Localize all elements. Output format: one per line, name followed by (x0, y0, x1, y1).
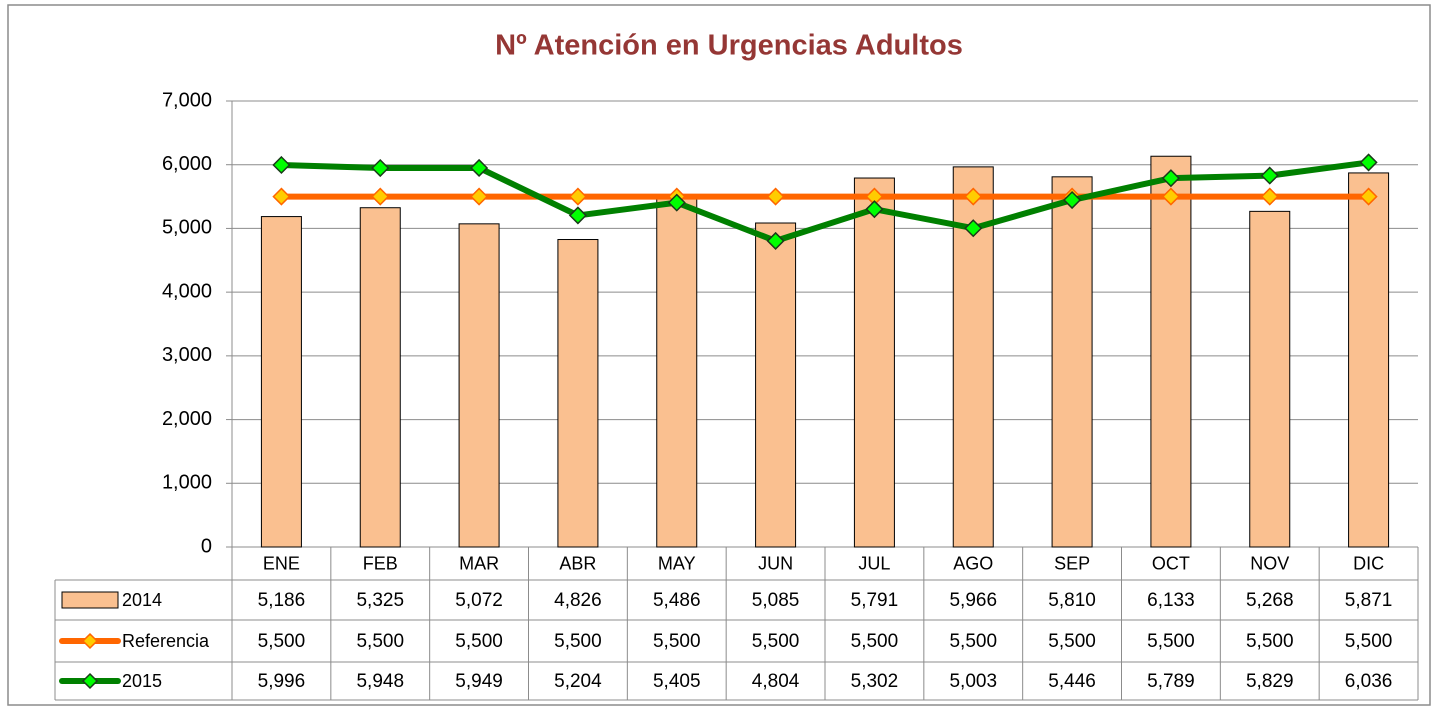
legend-label: 2014 (122, 590, 162, 610)
legend-key (61, 591, 119, 609)
x-tick-label: OCT (1152, 553, 1190, 573)
table-cell: 5,500 (1345, 631, 1393, 652)
bar (1249, 210, 1291, 548)
bar (260, 216, 302, 548)
marker (1161, 169, 1180, 188)
table-cell: 5,325 (356, 590, 404, 611)
table-cell: 5,996 (258, 671, 306, 692)
legend-label: Referencia (122, 631, 210, 651)
x-tick-label: MAY (658, 553, 696, 573)
marker (272, 155, 291, 175)
marker (568, 206, 587, 225)
y-tick-label: 7,000 (162, 89, 212, 111)
bar (359, 207, 401, 548)
y-tick-label: 6,000 (162, 153, 212, 175)
marker (1063, 190, 1082, 210)
bar (1051, 176, 1093, 548)
marker (1359, 153, 1378, 172)
bar (557, 239, 599, 548)
table-cell: 5,405 (653, 671, 701, 692)
table-cell: 5,268 (1246, 590, 1294, 611)
table-cell: 5,186 (258, 590, 306, 611)
x-tick-label: JUL (858, 553, 890, 573)
marker (766, 231, 785, 250)
y-tick-label: 4,000 (162, 280, 212, 302)
bar (853, 177, 895, 548)
marker (667, 193, 686, 212)
table-cell: 5,500 (653, 631, 701, 652)
table-cell: 5,500 (455, 631, 503, 652)
table-cell: 5,500 (949, 631, 997, 652)
y-tick-label: 0 (201, 535, 212, 557)
table-cell: 5,500 (258, 631, 306, 652)
table-cell: 5,204 (554, 671, 602, 692)
table-cell: 5,948 (356, 671, 404, 692)
table-cell: 4,826 (554, 590, 602, 611)
table-cell: 5,791 (851, 590, 899, 611)
marker (470, 158, 489, 178)
x-tick-label: SEP (1054, 553, 1090, 573)
marker (865, 200, 884, 219)
bar (755, 222, 797, 548)
table-cell: 5,949 (455, 671, 503, 692)
y-tick-label: 2,000 (162, 408, 212, 430)
marker (964, 219, 983, 238)
table-cell: 5,500 (1246, 631, 1294, 652)
table-cell: 5,486 (653, 590, 701, 611)
x-tick-label: AGO (953, 553, 993, 573)
table-cell: 5,500 (851, 631, 899, 652)
table-cell: 5,072 (455, 590, 503, 611)
marker (964, 187, 983, 206)
x-tick-label: MAR (459, 553, 499, 573)
legend-label: 2015 (122, 671, 162, 691)
marker (1359, 187, 1378, 206)
x-tick-label: JUN (758, 553, 793, 573)
bar (656, 196, 698, 548)
table-cell: 5,966 (949, 590, 997, 611)
bar (458, 223, 500, 548)
table-cell: 5,500 (752, 631, 800, 652)
table-cell: 5,789 (1147, 671, 1195, 692)
marker (568, 187, 587, 206)
marker (272, 187, 291, 206)
marker (1161, 187, 1180, 206)
x-tick-label: ABR (559, 553, 596, 573)
y-tick-label: 5,000 (162, 217, 212, 239)
table-cell: 5,500 (554, 631, 602, 652)
bar (1150, 155, 1192, 548)
marker (1260, 166, 1279, 185)
table-cell: 5,829 (1246, 671, 1294, 692)
table-cell: 5,500 (1048, 631, 1096, 652)
chart-title: Nº Atención en Urgencias Adultos (495, 30, 963, 62)
legend-key (81, 632, 99, 650)
table-cell: 5,302 (851, 671, 899, 692)
table-cell: 6,133 (1147, 590, 1195, 611)
table-cell: 5,500 (1147, 631, 1195, 652)
table-cell: 6,036 (1345, 671, 1393, 692)
table-cell: 5,003 (949, 671, 997, 692)
marker (470, 187, 489, 206)
marker (1260, 187, 1279, 206)
table-cell: 5,500 (356, 631, 404, 652)
chart-frame (7, 4, 1431, 706)
x-tick-label: NOV (1250, 553, 1289, 573)
x-tick-label: DIC (1353, 553, 1384, 573)
x-tick-label: ENE (263, 553, 300, 573)
table-cell: 4,804 (752, 671, 800, 692)
x-tick-label: FEB (363, 553, 398, 573)
marker (371, 158, 390, 178)
y-tick-label: 1,000 (162, 472, 212, 494)
table-cell: 5,446 (1048, 671, 1096, 692)
table-cell: 5,871 (1345, 590, 1393, 611)
bar (1348, 172, 1390, 548)
table-cell: 5,810 (1048, 590, 1096, 611)
table-cell: 5,085 (752, 590, 800, 611)
marker (766, 187, 785, 206)
y-tick-label: 3,000 (162, 344, 212, 366)
line (281, 159, 1369, 244)
marker (371, 187, 390, 206)
legend-key (81, 672, 99, 690)
